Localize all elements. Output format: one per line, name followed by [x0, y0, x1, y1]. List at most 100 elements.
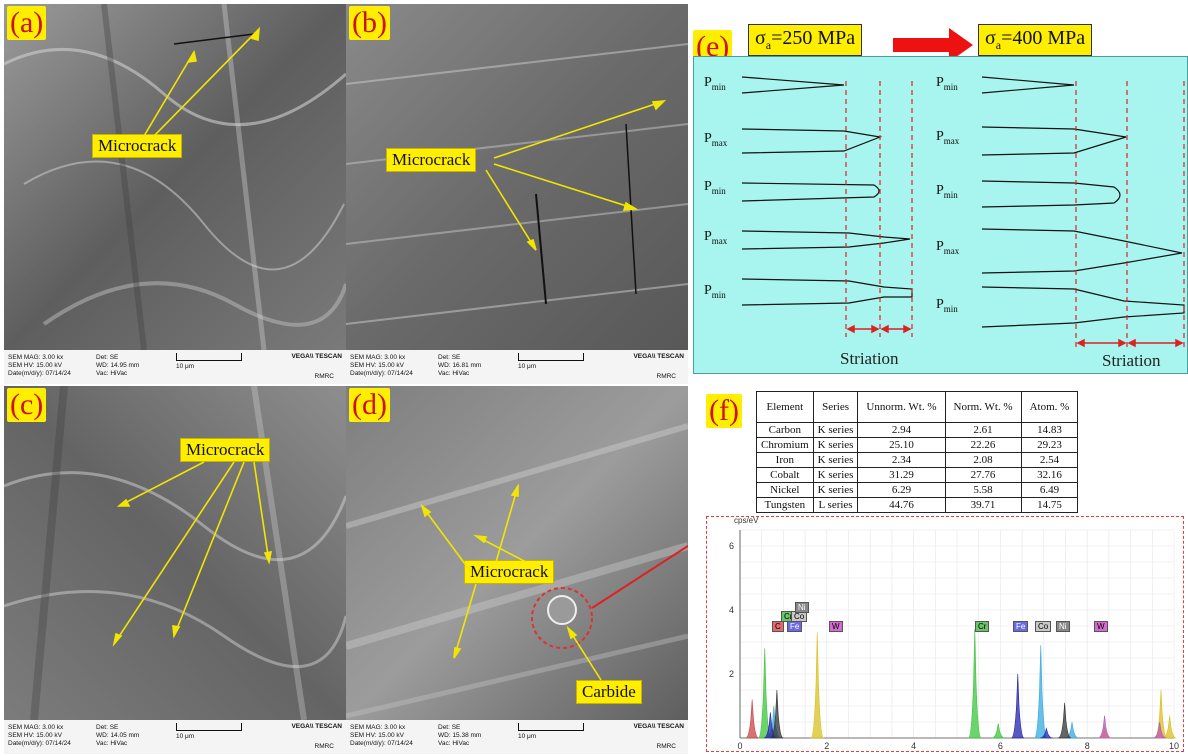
stress-label-400: σa=400 MPa [978, 24, 1093, 56]
table-row: Iron K series 2.34 2.08 2.54 [756, 452, 1079, 468]
sem-panel-b: SEM MAG: 3.00 kx SEM HV: 15.00 kV Date(m… [346, 4, 688, 384]
column-header: Element [756, 391, 814, 423]
table-cell: Iron [756, 452, 814, 468]
panel-label-c: (c) [7, 388, 47, 422]
spectrum-peak [1039, 727, 1053, 739]
table-cell: K series [812, 422, 859, 438]
p-subscript: max [711, 235, 728, 246]
sem-date: Date(m/d/y): 07/14/24 [350, 740, 413, 747]
table-cell: 6.29 [857, 482, 946, 498]
sem-hv: SEM HV: 15.00 kV [350, 732, 404, 739]
carbide-callout: Carbide [576, 680, 642, 704]
sem-info-bar: SEM MAG: 3.00 kx SEM HV: 15.00 kV Date(m… [4, 350, 346, 384]
sem-panel-d: SEM MAG: 3.00 kx SEM HV: 15.00 kV Date(m… [346, 386, 688, 754]
sem-hv: SEM HV: 15.00 kV [350, 362, 404, 369]
sem-det: Det: SE [96, 354, 119, 361]
table-cell: K series [812, 467, 859, 483]
p-symbol: P [936, 239, 944, 254]
table-row: Nickel K series 6.29 5.58 6.49 [756, 482, 1079, 498]
table-cell: K series [812, 482, 859, 498]
table-cell: 22.26 [944, 437, 1022, 453]
sem-micrograph-a [4, 4, 346, 350]
sem-micrograph-d [346, 386, 688, 720]
spectrum-peak [1034, 645, 1048, 739]
sem-micrograph-b [346, 4, 688, 350]
table-cell: 31.29 [857, 467, 946, 483]
spectrum-peak [1098, 715, 1112, 739]
table-cell: 44.76 [857, 497, 946, 513]
peak-tag-w: W [829, 621, 843, 632]
sem-vac: Vac: HiVac [438, 740, 470, 747]
scale-label: 10 μm [518, 733, 537, 740]
scale-bar [176, 353, 242, 361]
p-label-left-5: Pmin [704, 283, 726, 300]
table-row: Cobalt K series 31.29 27.76 32.16 [756, 467, 1079, 483]
scale-label: 10 μm [176, 363, 195, 370]
peak-tag-w: W [1094, 621, 1108, 632]
table-cell: 2.54 [1020, 452, 1079, 468]
red-arrow-icon [893, 28, 973, 62]
y-tick-label: 2 [729, 669, 734, 679]
table-cell: L series [812, 497, 859, 513]
sem-hv: SEM HV: 15.00 kV [8, 732, 62, 739]
spectrum-peak [810, 632, 824, 739]
lab-mark: RMRC [656, 743, 677, 750]
panel-label-a: (a) [7, 6, 47, 40]
sem-det: Det: SE [96, 724, 119, 731]
table-cell: Tungsten [756, 497, 814, 513]
p-symbol: P [936, 183, 944, 198]
sem-mag: SEM MAG: 3.00 kx [8, 354, 64, 361]
sigma-symbol: σ [985, 27, 996, 49]
sigma-symbol: σ [755, 27, 766, 49]
p-symbol: P [936, 129, 944, 144]
table-cell: 32.16 [1020, 467, 1079, 483]
table-cell: 2.61 [944, 422, 1022, 438]
p-symbol: P [704, 131, 712, 146]
peak-tag-fe: Fe [787, 621, 803, 632]
sem-info-bar: SEM MAG: 3.00 kx SEM HV: 15.00 kV Date(m… [346, 720, 688, 754]
eds-composition-table: Element Series Unnorm. Wt. % Norm. Wt. %… [756, 391, 1079, 513]
table-cell: 2.94 [857, 422, 946, 438]
scale-label: 10 μm [176, 733, 195, 740]
panel-label-b: (b) [349, 6, 390, 40]
sem-vac: Vac: HiVac [438, 370, 470, 377]
sem-hv: SEM HV: 15.00 kV [8, 362, 62, 369]
p-subscript: min [943, 81, 958, 92]
sem-date: Date(m/d/y): 07/14/24 [8, 370, 71, 377]
instrument-brand: VEGA\\ TESCAN [291, 723, 342, 730]
spectrum-peak [770, 689, 784, 739]
microcrack-callout: Microcrack [180, 438, 271, 462]
sem-det: Det: SE [438, 354, 461, 361]
eds-spectrum-frame [706, 516, 1184, 752]
p-subscript: max [943, 135, 960, 146]
table-row: Tungsten L series 44.76 39.71 14.75 [756, 497, 1079, 513]
spectrum-peak [991, 723, 1005, 739]
sem-vac: Vac: HiVac [96, 740, 128, 747]
table-cell: K series [812, 437, 859, 453]
microcrack-callout: Microcrack [464, 560, 555, 584]
striation-label-left: Striation [840, 349, 899, 368]
table-cell: 2.08 [944, 452, 1022, 468]
table-cell: Chromium [756, 437, 814, 453]
sem-det: Det: SE [438, 724, 461, 731]
column-header: Atom. % [1020, 391, 1079, 423]
spectrum-peak [1153, 721, 1167, 739]
p-label-left-4: Pmax [704, 229, 727, 246]
p-label-right-4: Pmax [936, 239, 959, 256]
instrument-brand: VEGA\\ TESCAN [633, 723, 684, 730]
table-cell: 14.75 [1020, 497, 1079, 513]
table-cell: 39.71 [944, 497, 1022, 513]
p-subscript: min [711, 289, 726, 300]
peak-tag-cr: Cr [975, 621, 990, 632]
spectrum-peak [745, 699, 759, 739]
stress-label-250: σa=250 MPa [748, 24, 863, 56]
table-cell: 6.49 [1020, 482, 1079, 498]
table-header-row: Element Series Unnorm. Wt. % Norm. Wt. %… [756, 391, 1079, 423]
sigma-subscript: a [765, 38, 772, 52]
p-label-right-3: Pmin [936, 183, 958, 200]
p-subscript: min [711, 185, 726, 196]
x-tick-label: 2 [824, 741, 829, 751]
sem-wd: WD: 14.05 mm [96, 732, 140, 739]
peak-tag-c: C [772, 621, 784, 632]
eds-spectrum-chart: 0 2 4 6 8 10 2 4 6 [729, 529, 1179, 751]
